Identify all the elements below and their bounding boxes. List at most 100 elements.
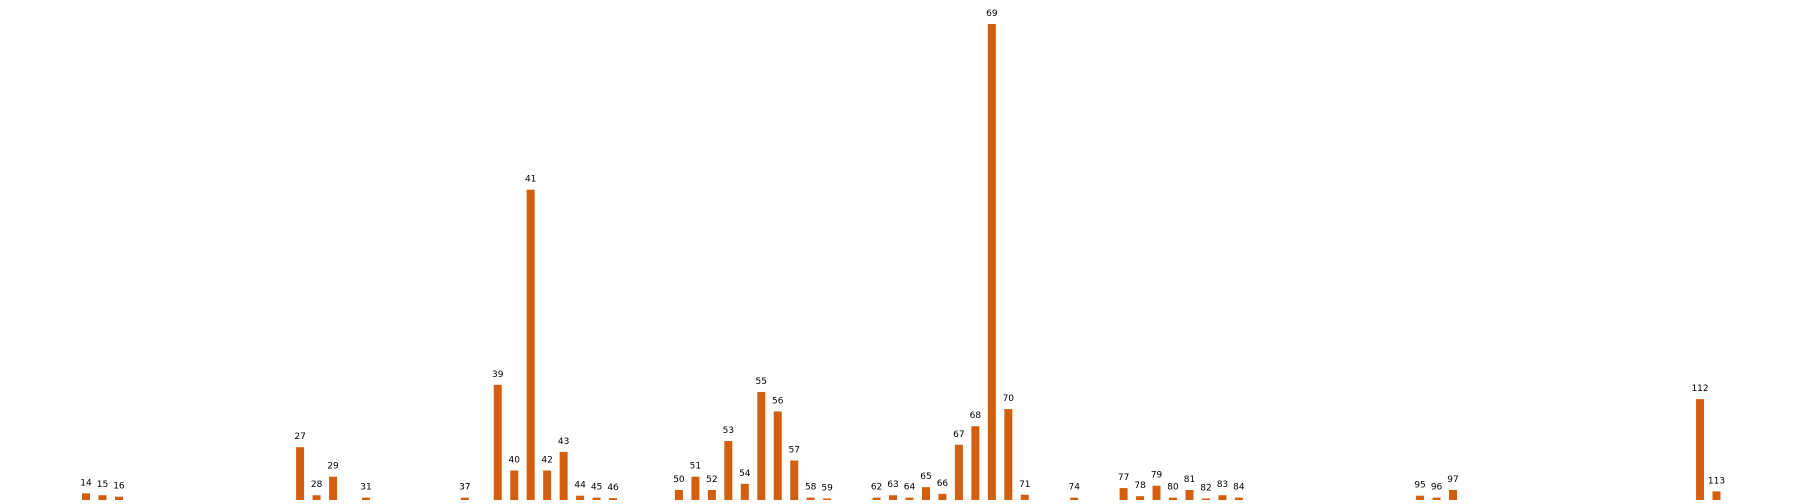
bar-68	[971, 426, 980, 500]
bar-28	[312, 495, 321, 500]
data-label-56: 56	[772, 396, 784, 406]
bar-series	[82, 24, 1721, 500]
data-label-112: 112	[1691, 384, 1708, 394]
data-labels: 14 15 16 27 28 29 31 37 39 40 41 42 43 44 45 46 50 51 52 53…	[80, 9, 1725, 494]
data-label-68: 68	[970, 411, 982, 421]
bar-79	[1152, 485, 1161, 500]
data-label-113: 113	[1708, 476, 1725, 486]
bar-31	[361, 497, 370, 500]
data-label-71: 71	[1019, 480, 1030, 490]
data-label-14: 14	[80, 478, 92, 488]
bar-58	[806, 497, 815, 500]
data-label-58: 58	[805, 483, 817, 493]
bar-67	[954, 444, 963, 500]
bar-14	[82, 493, 90, 500]
data-label-64: 64	[904, 483, 916, 493]
bar-59	[823, 498, 832, 500]
data-label-62: 62	[871, 483, 882, 493]
data-label-46: 46	[607, 483, 619, 493]
data-label-96: 96	[1431, 483, 1443, 493]
bar-57	[790, 460, 799, 500]
bar-66	[938, 493, 947, 500]
bar-70	[1004, 409, 1013, 500]
bar-51	[691, 476, 700, 500]
data-label-53: 53	[723, 426, 734, 436]
bar-74	[1070, 497, 1079, 500]
bar-52	[707, 490, 716, 500]
bar-37	[460, 497, 469, 500]
data-label-79: 79	[1151, 471, 1163, 481]
bar-29	[329, 476, 338, 500]
bar-40	[510, 470, 519, 500]
data-label-81: 81	[1184, 475, 1195, 485]
data-label-54: 54	[739, 469, 751, 479]
data-label-65: 65	[920, 472, 931, 482]
data-label-80: 80	[1167, 483, 1179, 493]
data-label-84: 84	[1233, 483, 1245, 493]
data-label-52: 52	[706, 475, 717, 485]
data-label-70: 70	[1003, 394, 1015, 404]
data-label-83: 83	[1217, 480, 1228, 490]
data-label-15: 15	[97, 480, 108, 490]
bar-16	[114, 496, 123, 500]
data-label-95: 95	[1414, 481, 1425, 491]
bar-63	[889, 495, 898, 500]
data-label-45: 45	[591, 483, 602, 493]
bar-69	[987, 24, 996, 500]
data-label-57: 57	[788, 445, 799, 455]
bar-41	[526, 189, 535, 500]
bar-113	[1712, 491, 1721, 500]
bar-77	[1119, 488, 1128, 500]
bar-83	[1218, 495, 1227, 500]
bar-97	[1449, 490, 1458, 500]
data-label-29: 29	[327, 462, 339, 472]
data-label-27: 27	[294, 432, 305, 442]
bar-96	[1432, 497, 1441, 500]
data-label-74: 74	[1068, 483, 1080, 493]
bar-62	[872, 497, 881, 500]
bar-27	[296, 447, 305, 500]
data-label-78: 78	[1134, 481, 1146, 491]
bar-82	[1201, 498, 1210, 500]
data-label-77: 77	[1118, 473, 1129, 483]
data-label-43: 43	[558, 437, 569, 447]
data-label-41: 41	[525, 175, 536, 185]
bar-112	[1696, 399, 1705, 500]
bar-54	[740, 483, 749, 500]
data-label-55: 55	[756, 377, 767, 387]
bar-15	[98, 495, 107, 500]
data-label-69: 69	[986, 9, 998, 19]
data-label-63: 63	[887, 480, 898, 490]
bar-56	[773, 411, 782, 500]
bar-80	[1169, 497, 1178, 500]
bar-50	[674, 490, 683, 500]
data-label-44: 44	[574, 481, 586, 491]
bar-46	[609, 498, 618, 500]
bar-53	[724, 440, 733, 500]
bar-45	[592, 497, 601, 500]
data-label-42: 42	[541, 455, 552, 465]
data-label-40: 40	[508, 455, 520, 465]
bar-78	[1136, 496, 1145, 500]
bar-71	[1020, 494, 1029, 500]
data-label-31: 31	[360, 483, 371, 493]
data-label-37: 37	[459, 483, 470, 493]
data-label-67: 67	[953, 430, 964, 440]
data-label-28: 28	[311, 480, 323, 490]
data-label-51: 51	[690, 462, 701, 472]
bar-39	[493, 384, 502, 500]
bar-64	[905, 497, 914, 500]
bar-81	[1185, 490, 1194, 500]
bar-43	[559, 451, 568, 500]
data-label-50: 50	[673, 475, 685, 485]
data-label-39: 39	[492, 370, 504, 380]
data-label-97: 97	[1447, 475, 1458, 485]
data-label-82: 82	[1200, 484, 1211, 494]
bar-84	[1234, 497, 1243, 500]
bar-65	[921, 487, 930, 500]
bar-95	[1416, 495, 1425, 500]
data-label-66: 66	[937, 479, 949, 489]
bar-55	[757, 391, 766, 500]
